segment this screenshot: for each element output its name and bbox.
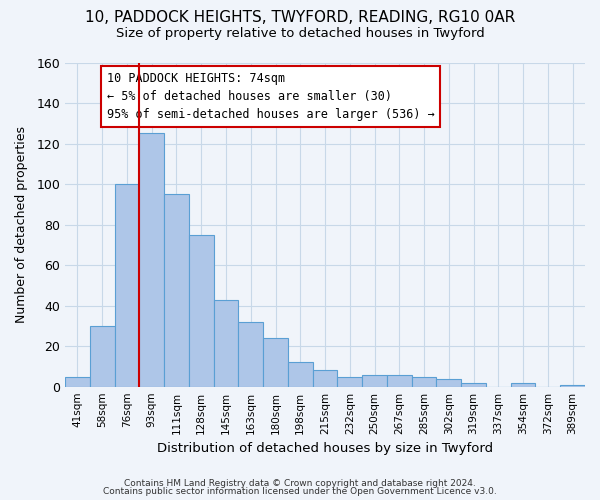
Bar [90, 326, 115, 386]
Text: Contains HM Land Registry data © Crown copyright and database right 2024.: Contains HM Land Registry data © Crown c… [124, 478, 476, 488]
Bar [461, 382, 486, 386]
Bar [560, 384, 585, 386]
Text: 10, PADDOCK HEIGHTS, TWYFORD, READING, RG10 0AR: 10, PADDOCK HEIGHTS, TWYFORD, READING, R… [85, 10, 515, 25]
Bar [263, 338, 288, 386]
Bar [412, 376, 436, 386]
Bar [288, 362, 313, 386]
Bar [313, 370, 337, 386]
Bar [337, 376, 362, 386]
Bar [362, 374, 387, 386]
Bar [436, 378, 461, 386]
Text: Size of property relative to detached houses in Twyford: Size of property relative to detached ho… [116, 28, 484, 40]
Bar [387, 374, 412, 386]
Bar [115, 184, 139, 386]
Text: 10 PADDOCK HEIGHTS: 74sqm
← 5% of detached houses are smaller (30)
95% of semi-d: 10 PADDOCK HEIGHTS: 74sqm ← 5% of detach… [107, 72, 434, 121]
Bar [139, 134, 164, 386]
Y-axis label: Number of detached properties: Number of detached properties [15, 126, 28, 323]
Text: Contains public sector information licensed under the Open Government Licence v3: Contains public sector information licen… [103, 487, 497, 496]
X-axis label: Distribution of detached houses by size in Twyford: Distribution of detached houses by size … [157, 442, 493, 455]
Bar [189, 234, 214, 386]
Bar [238, 322, 263, 386]
Bar [511, 382, 535, 386]
Bar [164, 194, 189, 386]
Bar [65, 376, 90, 386]
Bar [214, 300, 238, 386]
